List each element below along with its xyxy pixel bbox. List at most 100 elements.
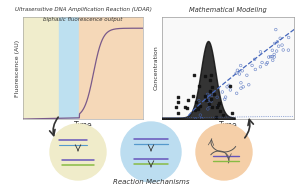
Point: [203, 95, 207, 98]
Point: [272, 56, 277, 59]
Point: [244, 74, 249, 77]
Point: [220, 91, 225, 94]
Point: [250, 64, 255, 67]
Point: [221, 113, 226, 116]
Point: [206, 100, 210, 103]
Text: Reaction Mechanisms: Reaction Mechanisms: [113, 179, 189, 185]
Point: [203, 74, 208, 77]
Point: [239, 81, 243, 84]
Point: [281, 48, 286, 51]
Point: [205, 107, 210, 110]
Point: [210, 106, 215, 109]
Point: [272, 53, 277, 56]
Circle shape: [196, 124, 252, 180]
Point: [176, 96, 181, 99]
Point: [217, 102, 222, 105]
Text: Mathematical Modeling: Mathematical Modeling: [189, 7, 267, 13]
Point: [234, 72, 239, 75]
Point: [225, 85, 230, 88]
Point: [260, 61, 265, 64]
Y-axis label: Concentration: Concentration: [154, 46, 159, 90]
Point: [264, 63, 269, 66]
Point: [193, 108, 198, 111]
Point: [206, 102, 211, 105]
Point: [185, 107, 190, 110]
Point: [175, 111, 180, 114]
Point: [209, 98, 214, 101]
Point: [268, 55, 273, 58]
Point: [198, 105, 202, 108]
X-axis label: Time: Time: [219, 121, 237, 130]
Point: [272, 42, 277, 45]
Point: [218, 109, 223, 112]
Point: [207, 90, 212, 93]
Point: [209, 73, 214, 76]
Point: [241, 85, 246, 88]
Point: [228, 88, 233, 91]
Point: [286, 36, 291, 39]
Point: [240, 69, 245, 72]
Point: [199, 117, 204, 120]
Point: [215, 106, 220, 109]
X-axis label: Time: Time: [74, 121, 92, 130]
Text: biphasic fluorescence output: biphasic fluorescence output: [43, 17, 123, 22]
Point: [235, 69, 240, 72]
Bar: [23, 17, 59, 119]
Point: [215, 96, 220, 99]
Point: [211, 92, 216, 95]
Point: [207, 104, 212, 107]
Point: [275, 40, 280, 43]
Point: [252, 58, 257, 61]
Point: [204, 99, 209, 102]
Point: [192, 74, 197, 77]
Point: [209, 94, 214, 97]
Point: [230, 112, 235, 115]
Point: [228, 85, 233, 88]
Point: [265, 61, 270, 64]
Point: [253, 68, 258, 71]
Point: [238, 64, 243, 67]
Point: [174, 106, 178, 109]
Point: [209, 100, 214, 103]
Point: [196, 107, 201, 110]
Point: [215, 105, 220, 108]
Point: [194, 101, 198, 104]
Point: [182, 105, 187, 108]
Point: [237, 73, 242, 76]
Point: [195, 105, 200, 108]
Point: [176, 100, 181, 103]
Point: [214, 115, 218, 119]
Circle shape: [50, 124, 106, 180]
Point: [270, 59, 275, 62]
Point: [270, 49, 275, 52]
Point: [210, 86, 215, 89]
Point: [274, 50, 279, 53]
Point: [258, 50, 263, 53]
Point: [196, 84, 201, 87]
Point: [196, 105, 201, 108]
Point: [226, 84, 231, 87]
Point: [190, 94, 195, 97]
Point: [208, 78, 213, 81]
Point: [286, 49, 291, 52]
Point: [270, 55, 275, 58]
Point: [223, 96, 228, 99]
Point: [234, 92, 239, 95]
Circle shape: [121, 122, 181, 182]
Point: [193, 118, 198, 121]
Point: [239, 87, 243, 90]
Point: [258, 65, 263, 68]
Point: [205, 93, 210, 96]
Bar: [59, 17, 79, 119]
Bar: [79, 17, 143, 119]
Point: [278, 37, 283, 40]
Point: [276, 45, 281, 48]
Point: [196, 99, 201, 102]
Point: [246, 83, 251, 86]
Text: Ultrasensitive DNA Amplification Reaction (UDAR): Ultrasensitive DNA Amplification Reactio…: [14, 7, 152, 12]
Point: [206, 98, 211, 101]
Y-axis label: Fluorescence (AU): Fluorescence (AU): [15, 40, 20, 97]
Point: [186, 98, 191, 101]
Point: [222, 98, 227, 101]
Point: [273, 28, 278, 31]
